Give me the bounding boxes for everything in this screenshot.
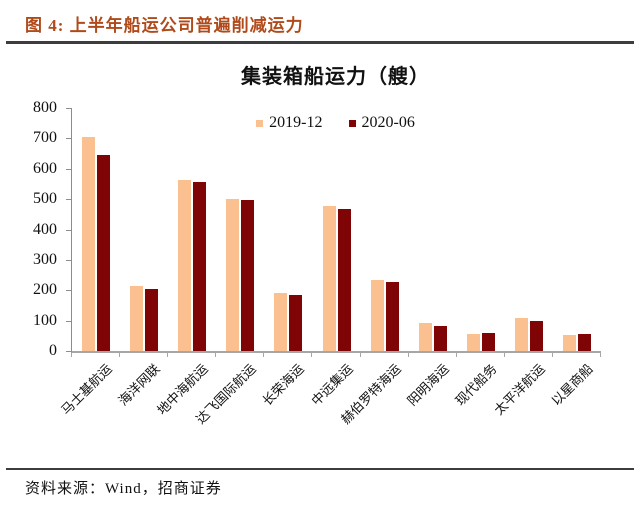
x-axis-label-cell: 以星商船: [548, 359, 600, 469]
bar-2020-06: [433, 325, 447, 351]
bar-2020-06: [193, 182, 207, 351]
y-axis-tick-mark: [66, 108, 71, 109]
x-axis-tick-mark: [407, 353, 409, 357]
bar-2019-12: [226, 199, 240, 351]
y-axis-tick-label: 0: [49, 342, 57, 359]
y-axis-tick-label: 700: [33, 129, 57, 147]
bar-group: [216, 199, 264, 351]
top-divider: [6, 41, 634, 44]
x-axis-tick-mark: [551, 353, 553, 357]
bar-group: [168, 180, 216, 351]
chart-title: 集装箱船运力（艘）: [241, 66, 430, 88]
y-axis: 0 100 200 300 400 500 600 700 800: [0, 99, 71, 359]
y-axis-tick-label: 100: [33, 311, 57, 329]
bar-group: [264, 292, 312, 351]
y-axis-tick-mark: [66, 290, 71, 292]
plot-area: [71, 108, 601, 357]
x-axis-label: 阳明海运: [404, 361, 452, 409]
y-axis-tick-label: 200: [33, 281, 57, 299]
x-axis-label-cell: 达飞国际航运: [193, 359, 263, 469]
legend-item: 2019-12: [256, 114, 323, 132]
legend-label: 2019-12: [269, 114, 323, 131]
x-axis-label: 以星商船: [548, 361, 596, 409]
x-axis-labels: 马士基航运 海洋网联 地中海航运 达飞国际航运 长荣海运 中远集运 赫伯罗特海运 阳明海运 现代…: [58, 359, 600, 469]
y-axis-tick-label: 800: [33, 99, 57, 116]
x-axis-tick-mark: [167, 353, 169, 357]
bottom-divider: [6, 468, 634, 470]
x-axis-label-cell: 太平洋航运: [491, 359, 552, 469]
x-axis-tick-mark: [359, 353, 361, 357]
x-axis-label-cell: 海洋网联: [115, 359, 167, 469]
legend-swatch: [348, 119, 356, 127]
bar-group: [312, 206, 360, 351]
bar-2019-12: [418, 323, 432, 351]
bar-2020-06: [385, 282, 399, 351]
bar-2019-12: [562, 335, 576, 351]
bar-2019-12: [274, 292, 288, 351]
x-axis-tick-mark: [263, 353, 265, 357]
x-axis-tick-mark: [455, 353, 457, 357]
figure-caption: 图 4: 上半年船运公司普遍削减运力: [25, 16, 304, 35]
bar-2019-12: [370, 279, 384, 351]
bar-2019-12: [514, 318, 528, 351]
x-axis-label-cell: 赫伯罗特海运: [338, 359, 408, 469]
chart-legend: 2019-12 2020-06: [71, 114, 600, 132]
bar-group: [457, 332, 505, 351]
x-axis-label-cell: 长荣海运: [260, 359, 311, 469]
bar-group: [120, 285, 168, 351]
bar-2020-06: [241, 199, 255, 351]
bar-2020-06: [145, 288, 159, 351]
bar-2019-12: [130, 285, 144, 351]
legend-item: 2020-06: [348, 114, 415, 132]
bar-2019-12: [466, 333, 480, 351]
y-axis-tick-label: 300: [33, 250, 57, 268]
y-axis-tick-mark: [66, 229, 71, 231]
y-axis-tick-label: 600: [33, 159, 57, 177]
bar-2020-06: [529, 320, 543, 351]
x-axis-tick-mark: [600, 353, 601, 357]
x-axis-tick-mark: [503, 353, 505, 357]
x-axis-label: 马士基航运: [58, 361, 115, 418]
bar-series-container: [72, 108, 601, 351]
legend-swatch: [256, 119, 264, 127]
y-axis-tick-mark: [66, 168, 71, 170]
x-axis-label: 长荣海运: [259, 361, 308, 409]
bar-group: [409, 323, 457, 351]
y-axis-tick-mark: [66, 259, 71, 261]
source-note: 资料来源：Wind，招商证券: [25, 481, 222, 497]
bar-2020-06: [481, 332, 495, 351]
bar-group: [72, 136, 120, 351]
x-axis-label-cell: 马士基航运: [58, 359, 119, 469]
bar-group: [505, 318, 553, 351]
x-axis-label-cell: 现代船务: [452, 359, 504, 469]
y-axis-tick-label: 500: [33, 190, 57, 208]
y-axis-tick-mark: [66, 138, 71, 140]
y-axis-tick-label: 400: [33, 220, 57, 238]
y-axis-tick-mark: [66, 320, 71, 322]
bar-2019-12: [82, 136, 96, 351]
x-axis-tick-mark: [71, 353, 72, 357]
bar-2020-06: [577, 334, 591, 351]
bar-2019-12: [178, 180, 192, 351]
x-axis-label-cell: 阳明海运: [404, 359, 456, 469]
bar-2020-06: [97, 155, 111, 351]
bar-2020-06: [289, 295, 303, 351]
legend-label: 2020-06: [361, 114, 415, 131]
bar-2019-12: [322, 206, 336, 351]
bar-group: [553, 334, 601, 351]
y-axis-tick-mark: [66, 351, 71, 352]
bar-group: [361, 279, 409, 351]
x-axis-tick-mark: [215, 353, 217, 357]
y-axis-tick-mark: [66, 199, 71, 201]
bar-2020-06: [337, 208, 351, 351]
x-axis-tick-mark: [119, 353, 121, 357]
x-axis-tick-mark: [311, 353, 313, 357]
